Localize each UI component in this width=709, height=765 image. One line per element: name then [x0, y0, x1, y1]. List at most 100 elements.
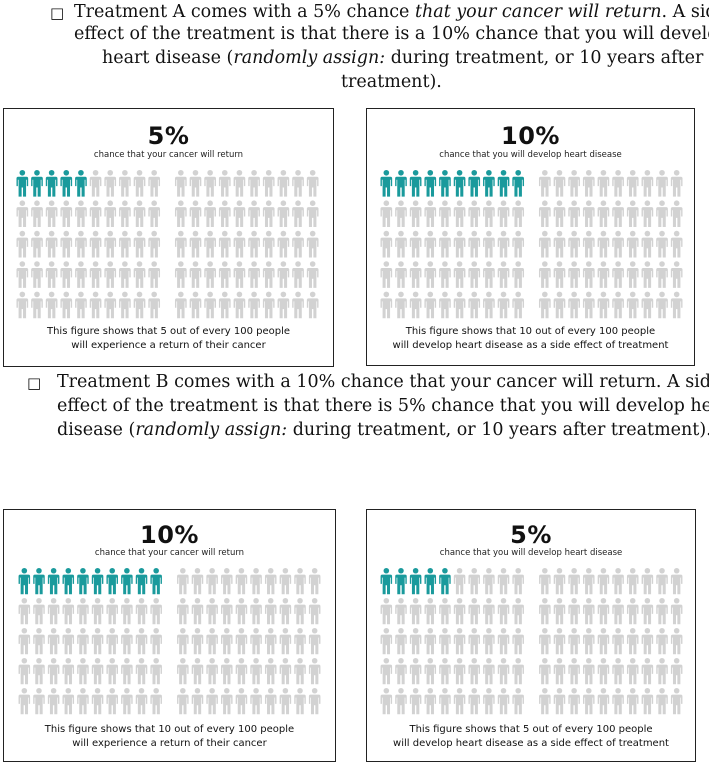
person-icon [204, 291, 216, 319]
person-icon [538, 169, 551, 197]
person-icon [553, 291, 566, 319]
person-icon-highlighted [497, 169, 510, 197]
person-icon [308, 687, 321, 715]
person-icon [221, 627, 233, 655]
person-icon [568, 687, 580, 715]
caption-line: This figure shows that 5 out of every 10… [409, 724, 653, 735]
person-icon [453, 230, 466, 258]
person-icon [439, 230, 451, 258]
person-icon [204, 261, 216, 288]
person-icon [641, 657, 654, 685]
person-icon [308, 627, 321, 655]
person-icon [512, 261, 525, 288]
treatment-a-line: Treatment A comes with a 5% chance that … [74, 2, 709, 22]
person-icon [483, 687, 495, 715]
person-icon [670, 627, 683, 655]
person-icon [218, 291, 231, 319]
person-icon [119, 169, 131, 197]
person-icon [16, 230, 29, 258]
person-icon [47, 627, 60, 655]
person-icon [597, 597, 610, 625]
person-icon [670, 597, 683, 625]
person-icon [262, 200, 275, 228]
person-icon [292, 230, 304, 258]
person-icon [538, 230, 551, 258]
person-icon [206, 687, 218, 715]
person-icon [612, 291, 624, 319]
person-icon [641, 200, 654, 228]
person-icon [148, 261, 161, 288]
person-icon [60, 200, 73, 228]
person-icon [380, 627, 393, 655]
person-icon [77, 627, 89, 655]
person-icon [612, 627, 624, 655]
person-icon [626, 597, 639, 625]
person-icon [277, 291, 290, 319]
person-icon [277, 169, 290, 197]
person-icon [497, 230, 510, 258]
person-icon-highlighted [121, 567, 133, 595]
person-icon [221, 687, 233, 715]
person-icon-highlighted [453, 169, 466, 197]
person-icon [308, 657, 321, 685]
person-icon [262, 230, 275, 258]
person-icon [553, 200, 566, 228]
person-icon [189, 200, 202, 228]
treatment-a-line: heart disease (randomly assign: during t… [102, 48, 704, 68]
person-icon [16, 200, 29, 228]
person-icon [264, 687, 277, 715]
person-icon [233, 291, 246, 319]
person-icon [264, 567, 277, 595]
treatment-a-line: treatment). [341, 72, 442, 92]
person-icon [553, 627, 566, 655]
person-icon [497, 627, 510, 655]
person-icon [174, 200, 187, 228]
person-icon [453, 291, 466, 319]
person-icon [31, 230, 43, 258]
person-icon [395, 597, 407, 625]
person-icon [395, 657, 407, 685]
person-icon [626, 200, 639, 228]
person-icon-highlighted [424, 567, 437, 595]
person-icon [656, 291, 668, 319]
percent-label: 10% [501, 122, 560, 150]
percent-label: 5% [510, 521, 552, 549]
person-icon [31, 261, 43, 288]
person-icon [453, 261, 466, 288]
person-icon [104, 291, 117, 319]
person-icon [91, 597, 104, 625]
person-icon [512, 627, 524, 655]
person-icon [206, 567, 218, 595]
person-icon [409, 597, 422, 625]
person-icon [409, 200, 422, 228]
person-icon [75, 261, 87, 288]
person-icon-highlighted [106, 567, 118, 595]
person-icon [583, 687, 595, 715]
person-icon [204, 200, 216, 228]
person-icon [380, 657, 393, 685]
person-icon [626, 657, 639, 685]
person-icon-highlighted [135, 567, 148, 595]
treatment-a-checkbox[interactable]: □ [50, 4, 65, 22]
person-icon [91, 687, 104, 715]
person-icon [191, 657, 204, 685]
person-icon [106, 657, 118, 685]
person-icon [119, 261, 131, 288]
person-icon [104, 169, 117, 197]
treatment-a-option[interactable]: □ Treatment A comes with a 5% chance tha… [50, 0, 709, 100]
person-icon [121, 597, 133, 625]
person-icon [133, 261, 146, 288]
person-icon [597, 687, 610, 715]
person-icon [597, 291, 610, 319]
treatment-b-checkbox[interactable]: □ [27, 374, 42, 392]
person-icon [582, 230, 595, 258]
treatment-b-option[interactable]: □ Treatment B comes with a 10% chance th… [27, 370, 709, 450]
person-icon [670, 230, 683, 258]
person-icon [235, 597, 248, 625]
person-icon [233, 230, 246, 258]
person-icon [553, 657, 566, 685]
person-icon-highlighted [31, 169, 43, 197]
person-icon [294, 627, 306, 655]
person-icon [18, 597, 31, 625]
person-icon [250, 567, 262, 595]
